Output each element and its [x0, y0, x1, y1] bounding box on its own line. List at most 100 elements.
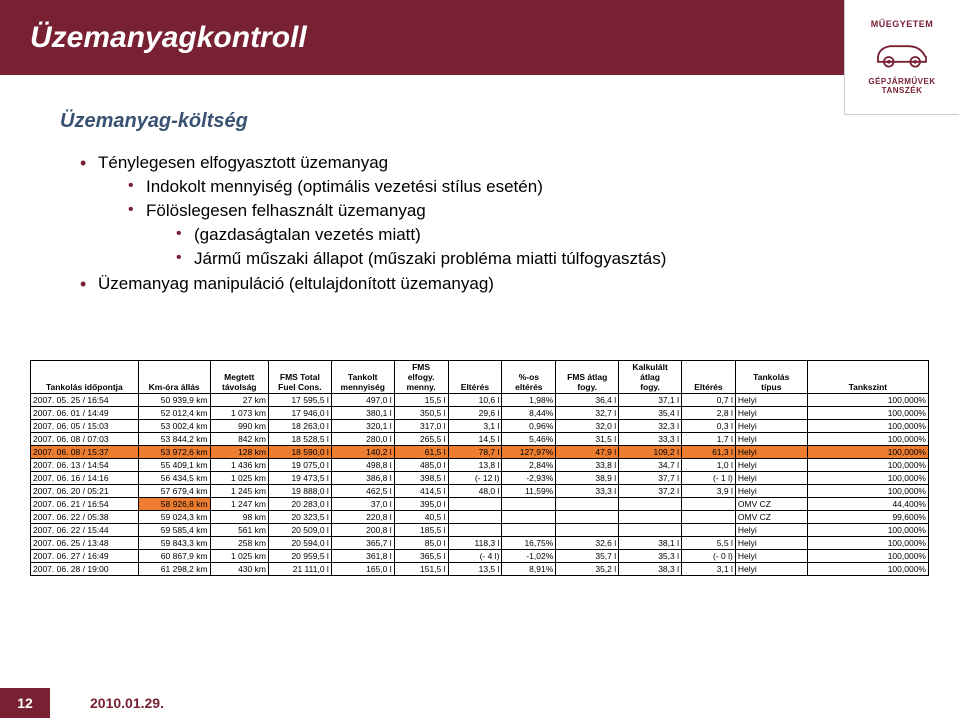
table-cell: 85,0 l [394, 537, 448, 550]
table-cell: Helyi [735, 524, 807, 537]
table-cell: 33,3 l [619, 433, 682, 446]
table-cell: 498,8 l [331, 459, 394, 472]
table-cell: 2007. 06. 13 / 14:54 [31, 459, 139, 472]
table-cell: 20 283,0 l [268, 498, 331, 511]
table-cell: 19 888,0 l [268, 485, 331, 498]
table-cell: 52 012,4 km [138, 407, 210, 420]
table-cell: 5,5 l [682, 537, 736, 550]
table-cell: 2007. 06. 21 / 16:54 [31, 498, 139, 511]
subtitle: Üzemanyag-költség [30, 110, 939, 133]
table-cell [682, 511, 736, 524]
table-cell: 386,8 l [331, 472, 394, 485]
table-cell: 27 km [210, 394, 268, 407]
table-cell: Helyi [735, 433, 807, 446]
table-cell: 5,46% [502, 433, 556, 446]
table-cell: 127,97% [502, 446, 556, 459]
table-row: 2007. 06. 16 / 14:1656 434,5 km1 025 km1… [31, 472, 929, 485]
table-cell: 365,7 l [331, 537, 394, 550]
table-cell: 2007. 06. 01 / 14:49 [31, 407, 139, 420]
table-cell: 14,5 l [448, 433, 502, 446]
table-cell: 100,000% [807, 446, 928, 459]
bullet-item: Jármű műszaki állapot (műszaki probléma … [176, 249, 939, 269]
table-row: 2007. 06. 22 / 15:4459 585,4 km561 km20 … [31, 524, 929, 537]
table-cell: 32,7 l [556, 407, 619, 420]
title-banner: Üzemanyagkontroll [0, 0, 959, 75]
bullet-text: Üzemanyag manipuláció (eltulajdonított ü… [98, 274, 494, 293]
table-cell: 17 946,0 l [268, 407, 331, 420]
table-cell: 414,5 l [394, 485, 448, 498]
branding-box: MŰEGYETEM GÉPJÁRMŰVEK TANSZÉK [844, 0, 959, 115]
table-cell: 38,3 l [619, 563, 682, 576]
table-cell: 128 km [210, 446, 268, 459]
university-label: MŰEGYETEM [871, 19, 934, 29]
table-header: Tankolástípus [735, 361, 807, 394]
table-cell: 3,1 l [682, 563, 736, 576]
table-row: 2007. 05. 25 / 16:5450 939,9 km27 km17 5… [31, 394, 929, 407]
table-cell: 44,400% [807, 498, 928, 511]
table-cell: 2007. 06. 22 / 05:38 [31, 511, 139, 524]
table-cell: Helyi [735, 537, 807, 550]
table-cell [556, 524, 619, 537]
table-cell: Helyi [735, 459, 807, 472]
bullet-text: Fölöslegesen felhasznált üzemanyag [146, 201, 426, 220]
table-cell: 2007. 06. 27 / 16:49 [31, 550, 139, 563]
table-cell: 1 025 km [210, 472, 268, 485]
table-row: 2007. 06. 08 / 15:3753 972,6 km128 km18 … [31, 446, 929, 459]
table-cell [448, 524, 502, 537]
table-cell: 35,4 l [619, 407, 682, 420]
table-cell: 20 959,5 l [268, 550, 331, 563]
table-cell: 1,7 l [682, 433, 736, 446]
table-cell: 20 594,0 l [268, 537, 331, 550]
bullet-text: (gazdaságtalan vezetés miatt) [194, 225, 421, 244]
bullet-text: Indokolt mennyiség (optimális vezetési s… [146, 177, 543, 196]
table-cell: Helyi [735, 394, 807, 407]
table-cell: 19 473,5 l [268, 472, 331, 485]
table-cell: 50 939,9 km [138, 394, 210, 407]
table-cell: 37,1 l [619, 394, 682, 407]
table-cell: 37,7 l [619, 472, 682, 485]
table-cell [682, 524, 736, 537]
footer-date: 2010.01.29. [90, 695, 164, 711]
table-cell: 37,0 l [331, 498, 394, 511]
table-cell: 100,000% [807, 550, 928, 563]
table-cell: 8,44% [502, 407, 556, 420]
table-cell: 13,5 l [448, 563, 502, 576]
table-cell: 78,7 l [448, 446, 502, 459]
table-cell: (- 12 l) [448, 472, 502, 485]
table-cell: 258 km [210, 537, 268, 550]
table-cell: 29,6 l [448, 407, 502, 420]
table-cell: 35,3 l [619, 550, 682, 563]
table-cell: 47,9 l [556, 446, 619, 459]
table-cell: OMV CZ [735, 498, 807, 511]
table-cell: 1 245 km [210, 485, 268, 498]
table-header: Tankszint [807, 361, 928, 394]
table-cell: 31,5 l [556, 433, 619, 446]
table-cell: 320,1 l [331, 420, 394, 433]
table-cell [502, 511, 556, 524]
table-cell: 20 509,0 l [268, 524, 331, 537]
table-cell: 60 867,9 km [138, 550, 210, 563]
table-cell: 842 km [210, 433, 268, 446]
table-cell: Helyi [735, 407, 807, 420]
table-cell: 280,0 l [331, 433, 394, 446]
table-cell: 99,600% [807, 511, 928, 524]
table-cell: 3,9 l [682, 485, 736, 498]
table-cell: 18 263,0 l [268, 420, 331, 433]
table-header: Eltérés [448, 361, 502, 394]
bullet-item: Ténylegesen elfogyasztott üzemanyag Indo… [80, 153, 939, 269]
table-row: 2007. 06. 13 / 14:5455 409,1 km1 436 km1… [31, 459, 929, 472]
table-cell: 61 298,2 km [138, 563, 210, 576]
table-cell: 1 247 km [210, 498, 268, 511]
table-cell: 350,5 l [394, 407, 448, 420]
table-cell [448, 511, 502, 524]
footer: 12 2010.01.29. [0, 688, 959, 718]
bullet-item: (gazdaságtalan vezetés miatt) [176, 225, 939, 245]
table-header: Tankoltmennyiség [331, 361, 394, 394]
table-cell: Helyi [735, 446, 807, 459]
table-cell: 398,5 l [394, 472, 448, 485]
table-cell: 53 002,4 km [138, 420, 210, 433]
table-cell: 109,2 l [619, 446, 682, 459]
table-cell: 2,84% [502, 459, 556, 472]
table-cell: 100,000% [807, 420, 928, 433]
table-cell [682, 498, 736, 511]
